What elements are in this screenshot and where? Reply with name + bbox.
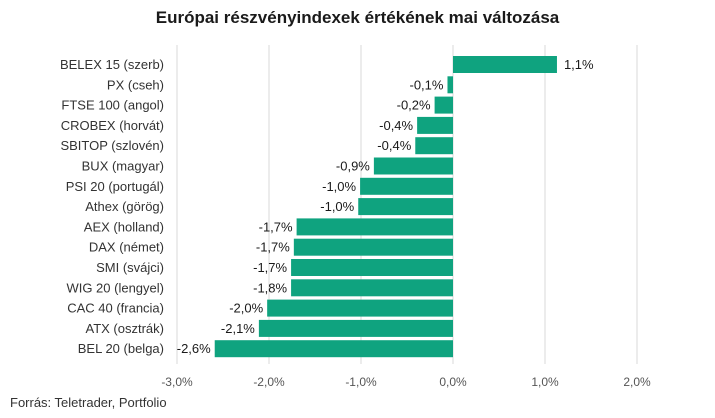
- x-tick-label: 0,0%: [439, 375, 467, 389]
- bar: [258, 319, 453, 337]
- data-label: -2,1%: [221, 321, 255, 336]
- bar: [296, 218, 453, 236]
- data-label: -1,0%: [322, 179, 356, 194]
- data-label: -1,7%: [253, 260, 287, 275]
- category-label: BEL 20 (belga): [78, 341, 164, 356]
- chart-title: Európai részvényindexek értékének mai vá…: [155, 8, 560, 27]
- bar: [358, 198, 453, 216]
- category-label: ATX (osztrák): [86, 321, 165, 336]
- category-label: WIG 20 (lengyel): [66, 280, 164, 295]
- data-label: -0,2%: [397, 98, 431, 113]
- category-label: BUX (magyar): [82, 159, 164, 174]
- bar: [291, 279, 453, 297]
- data-label: -2,0%: [229, 301, 263, 316]
- x-tick-label: -3,0%: [161, 375, 193, 389]
- x-tick-label: -1,0%: [345, 375, 377, 389]
- bar: [447, 76, 453, 94]
- category-label: DAX (német): [89, 240, 164, 255]
- source-note: Forrás: Teletrader, Portfolio: [10, 395, 167, 410]
- bar: [373, 157, 453, 175]
- category-label: CROBEX (horvát): [61, 118, 164, 133]
- bar: [360, 177, 453, 195]
- category-label: CAC 40 (francia): [67, 301, 164, 316]
- data-label: -1,7%: [256, 240, 290, 255]
- data-label: -1,7%: [259, 219, 293, 234]
- data-label: -0,1%: [410, 77, 444, 92]
- data-label: -1,8%: [253, 280, 287, 295]
- category-label: Athex (görög): [85, 199, 164, 214]
- bar: [293, 238, 453, 256]
- data-label: -1,0%: [320, 199, 354, 214]
- data-label: -2,6%: [177, 341, 211, 356]
- labels: -3,0% -2,0% -1,0% 0,0% 1,0% 2,0% BELEX 15 (sze…: [60, 57, 651, 389]
- bar: [453, 56, 557, 73]
- bar: [267, 299, 453, 317]
- bar: [415, 137, 453, 155]
- x-tick-label: 1,0%: [531, 375, 559, 389]
- bars: [214, 56, 557, 358]
- data-label: -0,9%: [336, 159, 370, 174]
- data-label: -0,4%: [377, 138, 411, 153]
- bar: [214, 340, 453, 358]
- category-label: FTSE 100 (angol): [61, 98, 164, 113]
- category-label: PSI 20 (portugál): [66, 179, 164, 194]
- category-label: SMI (svájci): [96, 260, 164, 275]
- category-label: BELEX 15 (szerb): [60, 57, 164, 72]
- bar: [291, 259, 453, 276]
- bar: [434, 96, 453, 114]
- bar: [417, 116, 453, 134]
- data-label: 1,1%: [564, 57, 594, 72]
- x-tick-label: -2,0%: [253, 375, 285, 389]
- category-label: PX (cseh): [107, 77, 164, 92]
- category-label: SBITOP (szlovén): [60, 138, 164, 153]
- data-label: -0,4%: [379, 118, 413, 133]
- category-label: AEX (holland): [84, 219, 164, 234]
- x-tick-label: 2,0%: [623, 375, 651, 389]
